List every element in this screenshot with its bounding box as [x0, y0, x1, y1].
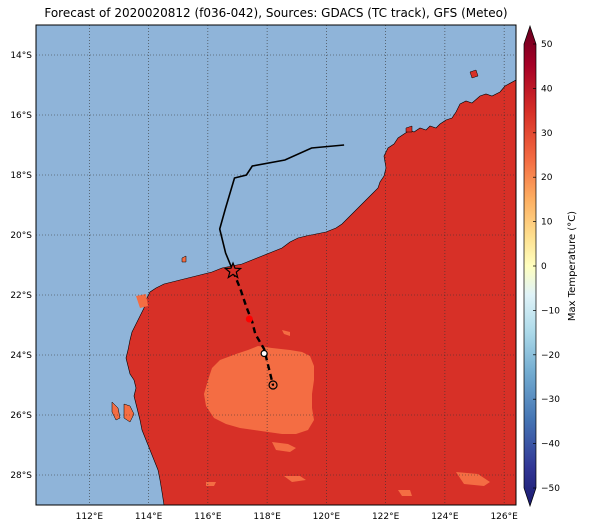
lon-tick-label: 120°E: [313, 512, 341, 522]
colorbar-tick-label: −10: [541, 306, 560, 316]
lat-tick-label: 24°S: [10, 351, 32, 361]
colorbar-tick-label: 0: [541, 262, 547, 272]
forecast-point-circle-dot: [272, 384, 275, 386]
lat-tick-label: 22°S: [10, 291, 32, 301]
lat-gridlines: [36, 54, 516, 476]
land-warm-patch: [206, 482, 216, 486]
land-warm-patch: [398, 490, 412, 496]
land-warm-patch: [284, 476, 306, 482]
land-warm-patch: [272, 442, 296, 452]
lat-tick-label: 20°S: [10, 231, 32, 241]
island: [469, 69, 479, 79]
lat-tick-label: 28°S: [10, 471, 32, 481]
land-warm-zone: [204, 346, 314, 434]
colorbar-label: Max Temperature (°C): [567, 211, 578, 321]
colorbar-tick-label: −30: [541, 395, 560, 405]
colorbar: 50 40 30 20 10 0 −10 −20 −30 −40 −50 Max Temperatu…: [523, 24, 578, 508]
land-warm-patch: [136, 294, 148, 308]
forecast-point-circle: [268, 380, 278, 390]
track-past-line: [218, 144, 345, 272]
lon-tick-label: 112°E: [76, 512, 104, 522]
lon-tick-label: 116°E: [194, 512, 222, 522]
lat-tick-labels: 14°S 16°S 18°S 20°S 22°S 24°S 26°S 28°S: [10, 51, 32, 481]
colorbar-tick-label: −20: [541, 351, 560, 361]
lon-tick-label: 118°E: [253, 512, 281, 522]
lat-tick-label: 16°S: [10, 111, 32, 121]
lon-gridlines: [89, 25, 505, 505]
forecast-point-red: [245, 315, 253, 323]
colorbar-tick-label: −40: [541, 440, 560, 450]
track-forecast-line: [231, 270, 275, 386]
lat-tick-label: 18°S: [10, 171, 32, 181]
colorbar-tick-label: 40: [541, 84, 553, 94]
current-position-star: [223, 261, 243, 279]
colorbar-tick-label: −50: [541, 484, 560, 494]
island: [111, 401, 121, 421]
forecast-point-white: [260, 349, 268, 358]
colorbar-tick-label: 50: [541, 40, 553, 50]
lon-tick-label: 114°E: [135, 512, 163, 522]
land-warm-patch: [282, 330, 290, 336]
colorbar-tick-label: 20: [541, 173, 553, 183]
island: [405, 125, 413, 133]
lon-tick-label: 122°E: [372, 512, 400, 522]
island: [123, 403, 135, 423]
map-title: Forecast of 2020020812 (f036-042), Sourc…: [44, 6, 508, 20]
colorbar-tick-label: 10: [541, 218, 553, 228]
lon-tick-label: 126°E: [490, 512, 518, 522]
colorbar-tick-label: 30: [541, 129, 553, 139]
colorbar-ticks: 50 40 30 20 10 0 −10 −20 −30 −40 −50: [533, 40, 560, 494]
lon-tick-label: 124°E: [431, 512, 459, 522]
map-frame: [35, 24, 517, 506]
lon-tick-labels: 112°E 114°E 116°E 118°E 120°E 122°E 124°E 126°E: [76, 512, 518, 522]
lat-tick-label: 14°S: [10, 51, 32, 61]
island: [181, 255, 187, 263]
land-warm-patch: [456, 472, 490, 486]
lat-tick-label: 26°S: [10, 411, 32, 421]
